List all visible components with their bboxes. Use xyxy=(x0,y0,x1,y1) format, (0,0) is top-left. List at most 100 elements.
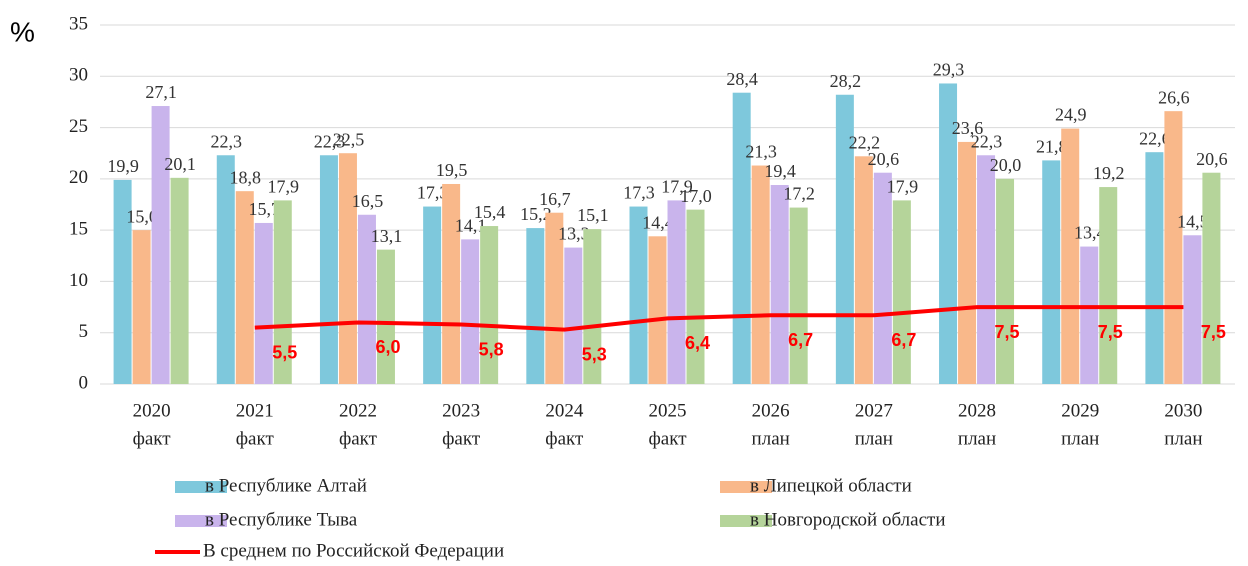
data-label: 22,6 xyxy=(1139,128,1171,148)
legend-label: в Республике Алтай xyxy=(205,475,367,496)
legend-swatch xyxy=(720,515,772,527)
legend-label: в Липецкой области xyxy=(750,475,912,496)
legend-label: в Новгородской области xyxy=(750,509,945,530)
bar xyxy=(996,178,1015,384)
legend-swatch xyxy=(175,481,227,493)
data-label: 17,9 xyxy=(268,177,300,197)
data-label: 22,5 xyxy=(333,129,365,149)
x-tick-label: 2020 xyxy=(133,400,171,421)
bar xyxy=(648,236,667,384)
data-label: 7,5 xyxy=(995,322,1020,342)
data-label: 29,3 xyxy=(933,60,965,80)
bar xyxy=(545,212,564,384)
data-label: 22,3 xyxy=(314,131,346,151)
bar xyxy=(423,206,442,384)
bar xyxy=(1164,111,1183,384)
data-label: 28,4 xyxy=(726,69,758,89)
data-label: 13,1 xyxy=(371,226,403,246)
x-tick-label: план xyxy=(1164,428,1202,449)
legend-swatch xyxy=(720,481,772,493)
bar xyxy=(132,230,151,384)
data-label: 15,4 xyxy=(474,202,506,222)
data-label: 6,7 xyxy=(891,330,916,350)
data-label: 15,2 xyxy=(520,204,552,224)
bar xyxy=(526,228,545,384)
data-label: 20,6 xyxy=(868,149,900,169)
data-label: 23,6 xyxy=(952,118,984,138)
data-label: 15,0 xyxy=(126,206,158,226)
data-label: 5,8 xyxy=(479,339,504,359)
bar xyxy=(113,179,132,384)
y-tick-label: 5 xyxy=(79,321,89,342)
x-tick-label: план xyxy=(1061,428,1099,449)
data-label: 19,5 xyxy=(436,160,468,180)
y-axis-label: % xyxy=(10,16,35,47)
bar xyxy=(1202,172,1221,384)
data-label: 5,3 xyxy=(582,344,607,364)
x-tick-label: 2030 xyxy=(1164,400,1202,421)
bar xyxy=(338,153,357,384)
data-label: 28,2 xyxy=(830,71,862,91)
data-label: 19,9 xyxy=(107,156,139,176)
bar xyxy=(686,209,705,384)
x-tick-label: 2021 xyxy=(236,400,274,421)
bar xyxy=(1080,246,1099,384)
x-tick-label: 2023 xyxy=(442,400,480,421)
bar xyxy=(583,229,602,384)
bar xyxy=(254,222,273,384)
data-label: 16,5 xyxy=(352,191,384,211)
y-tick-label: 30 xyxy=(69,65,88,86)
y-tick-label: 20 xyxy=(69,167,88,188)
data-label: 7,5 xyxy=(1201,322,1226,342)
bar xyxy=(564,247,583,384)
bar xyxy=(357,214,376,384)
legend-label: в Республике Тыва xyxy=(205,509,358,530)
bar xyxy=(216,155,235,384)
data-label: 7,5 xyxy=(1098,322,1123,342)
data-label: 19,2 xyxy=(1093,163,1125,183)
data-label: 6,0 xyxy=(375,337,400,357)
data-label: 14,1 xyxy=(455,215,487,235)
data-label: 20,6 xyxy=(1196,149,1228,169)
x-tick-label: 2024 xyxy=(545,400,584,421)
bar xyxy=(461,239,480,384)
x-tick-label: 2025 xyxy=(649,400,687,421)
y-tick-label: 25 xyxy=(69,116,88,137)
bar xyxy=(770,185,789,384)
data-label: 17,0 xyxy=(680,186,712,206)
bar xyxy=(892,200,911,384)
data-label: 18,8 xyxy=(230,167,262,187)
data-label: 17,9 xyxy=(661,177,693,197)
x-tick-label: 2028 xyxy=(958,400,996,421)
bar xyxy=(442,183,461,384)
bar xyxy=(1061,128,1080,384)
x-tick-label: 2026 xyxy=(752,400,790,421)
bar xyxy=(319,155,338,384)
bar xyxy=(1183,235,1202,384)
bar xyxy=(732,92,751,384)
bar xyxy=(480,226,499,384)
data-label: 22,3 xyxy=(211,131,243,151)
legend-swatch xyxy=(175,515,227,527)
bar xyxy=(170,177,189,384)
bar xyxy=(629,206,648,384)
data-label: 22,3 xyxy=(971,131,1003,151)
data-label: 21,3 xyxy=(745,142,777,162)
bar xyxy=(1042,160,1061,384)
data-label: 17,9 xyxy=(887,177,919,197)
data-label: 6,4 xyxy=(685,333,710,353)
x-tick-label: план xyxy=(958,428,996,449)
bar xyxy=(667,200,686,384)
x-tick-label: план xyxy=(752,428,790,449)
data-label: 26,6 xyxy=(1158,87,1190,107)
x-tick-label: факт xyxy=(339,428,378,449)
data-label: 13,4 xyxy=(1074,223,1106,243)
x-tick-label: 2027 xyxy=(855,400,893,421)
data-label: 14,4 xyxy=(642,212,674,232)
data-label: 22,2 xyxy=(849,132,881,152)
x-tick-label: факт xyxy=(648,428,687,449)
bar xyxy=(873,172,892,384)
data-label: 19,4 xyxy=(764,161,796,181)
x-tick-label: план xyxy=(855,428,893,449)
